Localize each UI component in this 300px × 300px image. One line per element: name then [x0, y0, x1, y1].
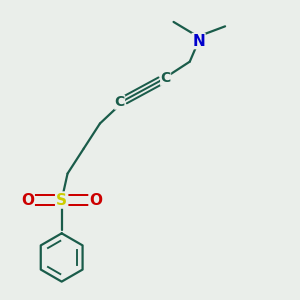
Text: N: N — [192, 34, 205, 49]
Text: C: C — [160, 71, 171, 85]
Text: O: O — [89, 193, 102, 208]
Text: S: S — [56, 193, 67, 208]
Text: O: O — [21, 193, 34, 208]
Text: C: C — [115, 95, 125, 109]
